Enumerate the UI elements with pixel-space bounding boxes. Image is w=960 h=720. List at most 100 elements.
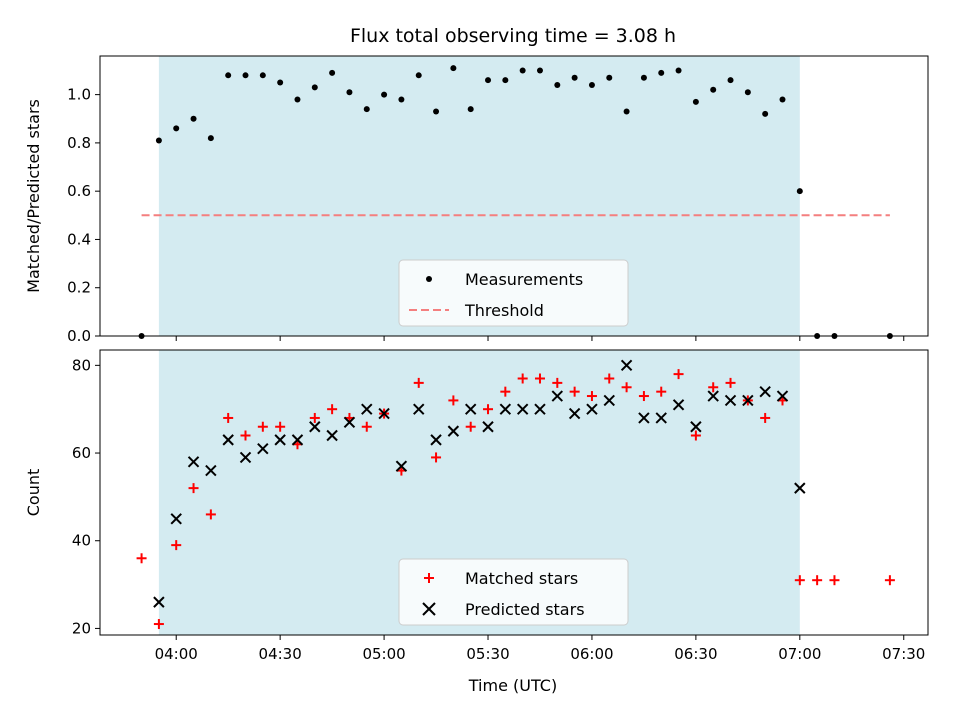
y-tick-label: 40 xyxy=(72,532,91,550)
matched-star-marker xyxy=(621,382,632,393)
x-axis-label: Time (UTC) xyxy=(468,676,557,695)
predicted-star-marker xyxy=(257,442,269,455)
matched-star-marker xyxy=(534,373,545,384)
measurement-point xyxy=(554,81,561,88)
predicted-star-marker xyxy=(620,359,633,372)
x-tick-label: 07:30 xyxy=(882,645,925,663)
x-tick-label: 04:00 xyxy=(155,645,198,663)
y-tick-label: 0.2 xyxy=(67,279,91,297)
measurement-point xyxy=(450,65,457,72)
measurement-point xyxy=(536,67,543,74)
matched-star-marker xyxy=(725,377,736,388)
predicted-star-marker xyxy=(187,456,200,468)
matched-star-marker xyxy=(136,553,147,564)
predicted-star-marker xyxy=(153,596,165,608)
predicted-star-marker xyxy=(655,412,667,424)
x-tick-label: 07:00 xyxy=(778,645,821,663)
x-tick-label: 05:00 xyxy=(362,645,405,663)
measurement-point xyxy=(173,125,180,132)
measurement-point xyxy=(571,74,578,81)
measurement-point xyxy=(467,106,474,113)
legend: Measurements Threshold xyxy=(398,259,629,327)
measurement-point xyxy=(363,106,370,113)
legend-matched-marker xyxy=(424,573,434,583)
measurement-point xyxy=(346,89,353,96)
measurement-point xyxy=(311,84,318,91)
predicted-star-marker xyxy=(170,513,182,525)
matched-star-marker xyxy=(171,540,182,551)
matched-star-marker xyxy=(361,421,372,432)
bottom-plot: 20 40 60 80 04:00 04:30 05:00 05:30 06:00 06:30 07… xyxy=(24,349,929,663)
measurement-point xyxy=(398,96,405,103)
measurement-point xyxy=(225,72,232,79)
matched-star-marker xyxy=(327,404,338,415)
predicted-star-marker xyxy=(430,434,442,446)
predicted-star-marker xyxy=(534,403,546,415)
matched-star-marker xyxy=(690,430,701,441)
axes-frame xyxy=(99,349,929,636)
matched-star-marker xyxy=(483,404,494,415)
legend-box xyxy=(398,259,629,327)
measurement-point xyxy=(606,74,613,81)
predicted-star-marker xyxy=(274,434,286,446)
measurement-point xyxy=(727,77,734,84)
predicted-star-marker xyxy=(447,425,460,437)
predicted-star-marker xyxy=(707,390,719,402)
predicted-star-marker xyxy=(222,434,234,446)
measurement-point xyxy=(675,67,682,74)
predicted-star-marker xyxy=(690,421,702,433)
measurement-point xyxy=(207,135,214,142)
measurement-point xyxy=(779,96,786,103)
y-tick-label: 0.8 xyxy=(67,134,91,152)
measurement-point xyxy=(762,110,769,117)
measurement-point xyxy=(588,81,595,88)
y-tick-label: 60 xyxy=(72,444,91,462)
matched-star-marker xyxy=(760,412,771,423)
matched-star-marker xyxy=(708,382,719,393)
measurement-point xyxy=(329,69,336,76)
legend-label: Matched stars xyxy=(465,569,578,588)
predicted-star-marker xyxy=(794,482,806,494)
y-tick-label: 0.4 xyxy=(67,230,91,248)
legend-label: Predicted stars xyxy=(465,600,585,619)
matched-star-marker xyxy=(223,412,234,423)
matched-star-marker xyxy=(431,452,442,463)
predicted-star-marker xyxy=(742,394,754,407)
legend-measurement-marker xyxy=(426,276,432,282)
matched-star-marker xyxy=(240,430,251,441)
matched-star-marker xyxy=(500,386,511,397)
measurement-point xyxy=(485,77,492,84)
y-tick-label: 1.0 xyxy=(67,86,91,104)
measurement-point xyxy=(796,188,803,195)
matched-star-marker xyxy=(656,386,667,397)
predicted-star-marker xyxy=(205,464,217,477)
measurement-point xyxy=(623,108,630,115)
matched-star-marker xyxy=(517,373,528,384)
predicted-star-marker xyxy=(343,416,356,429)
predicted-star-marker xyxy=(361,403,373,415)
matched-star-marker xyxy=(586,391,597,402)
matched-star-marker xyxy=(673,369,684,380)
predicted-star-marker xyxy=(499,403,512,415)
predicted-star-marker xyxy=(482,421,494,433)
measurement-point xyxy=(259,72,266,79)
matched-star-marker xyxy=(188,483,199,494)
measurement-point xyxy=(433,108,440,115)
predicted-star-marker xyxy=(291,434,304,446)
y-axis-label: Matched/Predicted stars xyxy=(24,99,43,293)
legend-box xyxy=(398,558,629,626)
matched-star-marker xyxy=(465,421,476,432)
measurement-point xyxy=(658,69,665,76)
legend-label: Measurements xyxy=(465,270,583,289)
predicted-star-marker xyxy=(759,385,771,398)
measurement-point xyxy=(744,89,751,96)
measurement-point xyxy=(294,96,301,103)
matched-star-marker xyxy=(205,509,216,520)
matched-star-marker xyxy=(275,421,286,432)
y-tick-label: 20 xyxy=(72,619,91,637)
y-tick-label: 0.6 xyxy=(67,182,91,200)
legend-predicted-marker xyxy=(422,602,436,616)
legend: Matched stars Predicted stars xyxy=(398,558,629,626)
predicted-star-marker xyxy=(326,429,338,442)
